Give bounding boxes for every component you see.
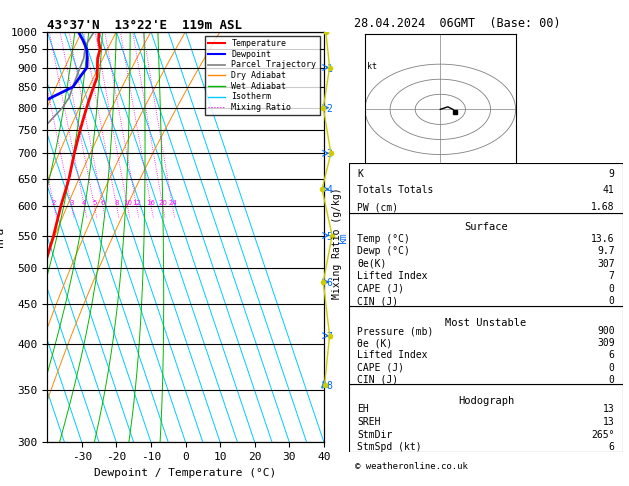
Text: Mixing Ratio (g/kg): Mixing Ratio (g/kg) <box>331 187 342 299</box>
X-axis label: Dewpoint / Temperature (°C): Dewpoint / Temperature (°C) <box>94 468 277 478</box>
Bar <box>349 213 623 306</box>
Text: 10: 10 <box>123 200 132 206</box>
Text: 6: 6 <box>609 350 615 361</box>
Text: PW (cm): PW (cm) <box>357 202 398 212</box>
Text: 12: 12 <box>132 200 141 206</box>
Text: StmSpd (kt): StmSpd (kt) <box>357 442 422 452</box>
Text: Lifted Index: Lifted Index <box>357 271 428 281</box>
Legend: Temperature, Dewpoint, Parcel Trajectory, Dry Adiabat, Wet Adiabat, Isotherm, Mi: Temperature, Dewpoint, Parcel Trajectory… <box>205 36 320 115</box>
Y-axis label: hPa: hPa <box>0 227 5 247</box>
Text: CAPE (J): CAPE (J) <box>357 284 404 294</box>
Text: 43°37'N  13°22'E  119m ASL: 43°37'N 13°22'E 119m ASL <box>47 18 242 32</box>
Y-axis label: km
ASL: km ASL <box>338 228 360 246</box>
Text: 16: 16 <box>147 200 155 206</box>
Text: CIN (J): CIN (J) <box>357 296 398 306</box>
Bar <box>349 163 623 213</box>
Text: 265°: 265° <box>591 430 615 439</box>
Text: θe (K): θe (K) <box>357 338 392 348</box>
Text: kt: kt <box>367 62 377 71</box>
Text: CAPE (J): CAPE (J) <box>357 363 404 373</box>
Text: 309: 309 <box>597 338 615 348</box>
Text: 6: 6 <box>609 442 615 452</box>
Text: Totals Totals: Totals Totals <box>357 186 433 195</box>
Text: 307: 307 <box>597 259 615 269</box>
Text: 2: 2 <box>52 200 57 206</box>
Text: 8: 8 <box>114 200 119 206</box>
Text: SREH: SREH <box>357 417 381 427</box>
Text: 5: 5 <box>92 200 97 206</box>
Text: 0: 0 <box>609 296 615 306</box>
Text: Dewp (°C): Dewp (°C) <box>357 246 410 256</box>
Text: Surface: Surface <box>464 222 508 232</box>
Text: 6: 6 <box>101 200 105 206</box>
Text: θe(K): θe(K) <box>357 259 387 269</box>
Text: 13.6: 13.6 <box>591 234 615 243</box>
Text: 3: 3 <box>69 200 74 206</box>
Text: 20: 20 <box>159 200 167 206</box>
Text: 1.68: 1.68 <box>591 202 615 212</box>
Text: 0: 0 <box>609 375 615 385</box>
Text: CIN (J): CIN (J) <box>357 375 398 385</box>
Text: 28.04.2024  06GMT  (Base: 00): 28.04.2024 06GMT (Base: 00) <box>354 17 560 30</box>
Text: 24: 24 <box>168 200 177 206</box>
Bar <box>349 306 623 384</box>
Text: 13: 13 <box>603 404 615 414</box>
Text: Pressure (mb): Pressure (mb) <box>357 326 433 336</box>
Text: Hodograph: Hodograph <box>458 396 514 406</box>
Text: 4: 4 <box>82 200 86 206</box>
Text: Most Unstable: Most Unstable <box>445 317 526 328</box>
Bar <box>349 384 623 452</box>
Text: StmDir: StmDir <box>357 430 392 439</box>
Text: 0: 0 <box>609 363 615 373</box>
Text: Temp (°C): Temp (°C) <box>357 234 410 243</box>
Text: © weatheronline.co.uk: © weatheronline.co.uk <box>355 462 468 471</box>
Text: 9: 9 <box>609 169 615 178</box>
Text: 7: 7 <box>609 271 615 281</box>
Text: K: K <box>357 169 363 178</box>
Text: 13: 13 <box>603 417 615 427</box>
Text: Lifted Index: Lifted Index <box>357 350 428 361</box>
Text: LCL: LCL <box>365 41 381 50</box>
Text: 9.7: 9.7 <box>597 246 615 256</box>
Text: 41: 41 <box>603 186 615 195</box>
Text: 900: 900 <box>597 326 615 336</box>
Text: 0: 0 <box>609 284 615 294</box>
Text: EH: EH <box>357 404 369 414</box>
